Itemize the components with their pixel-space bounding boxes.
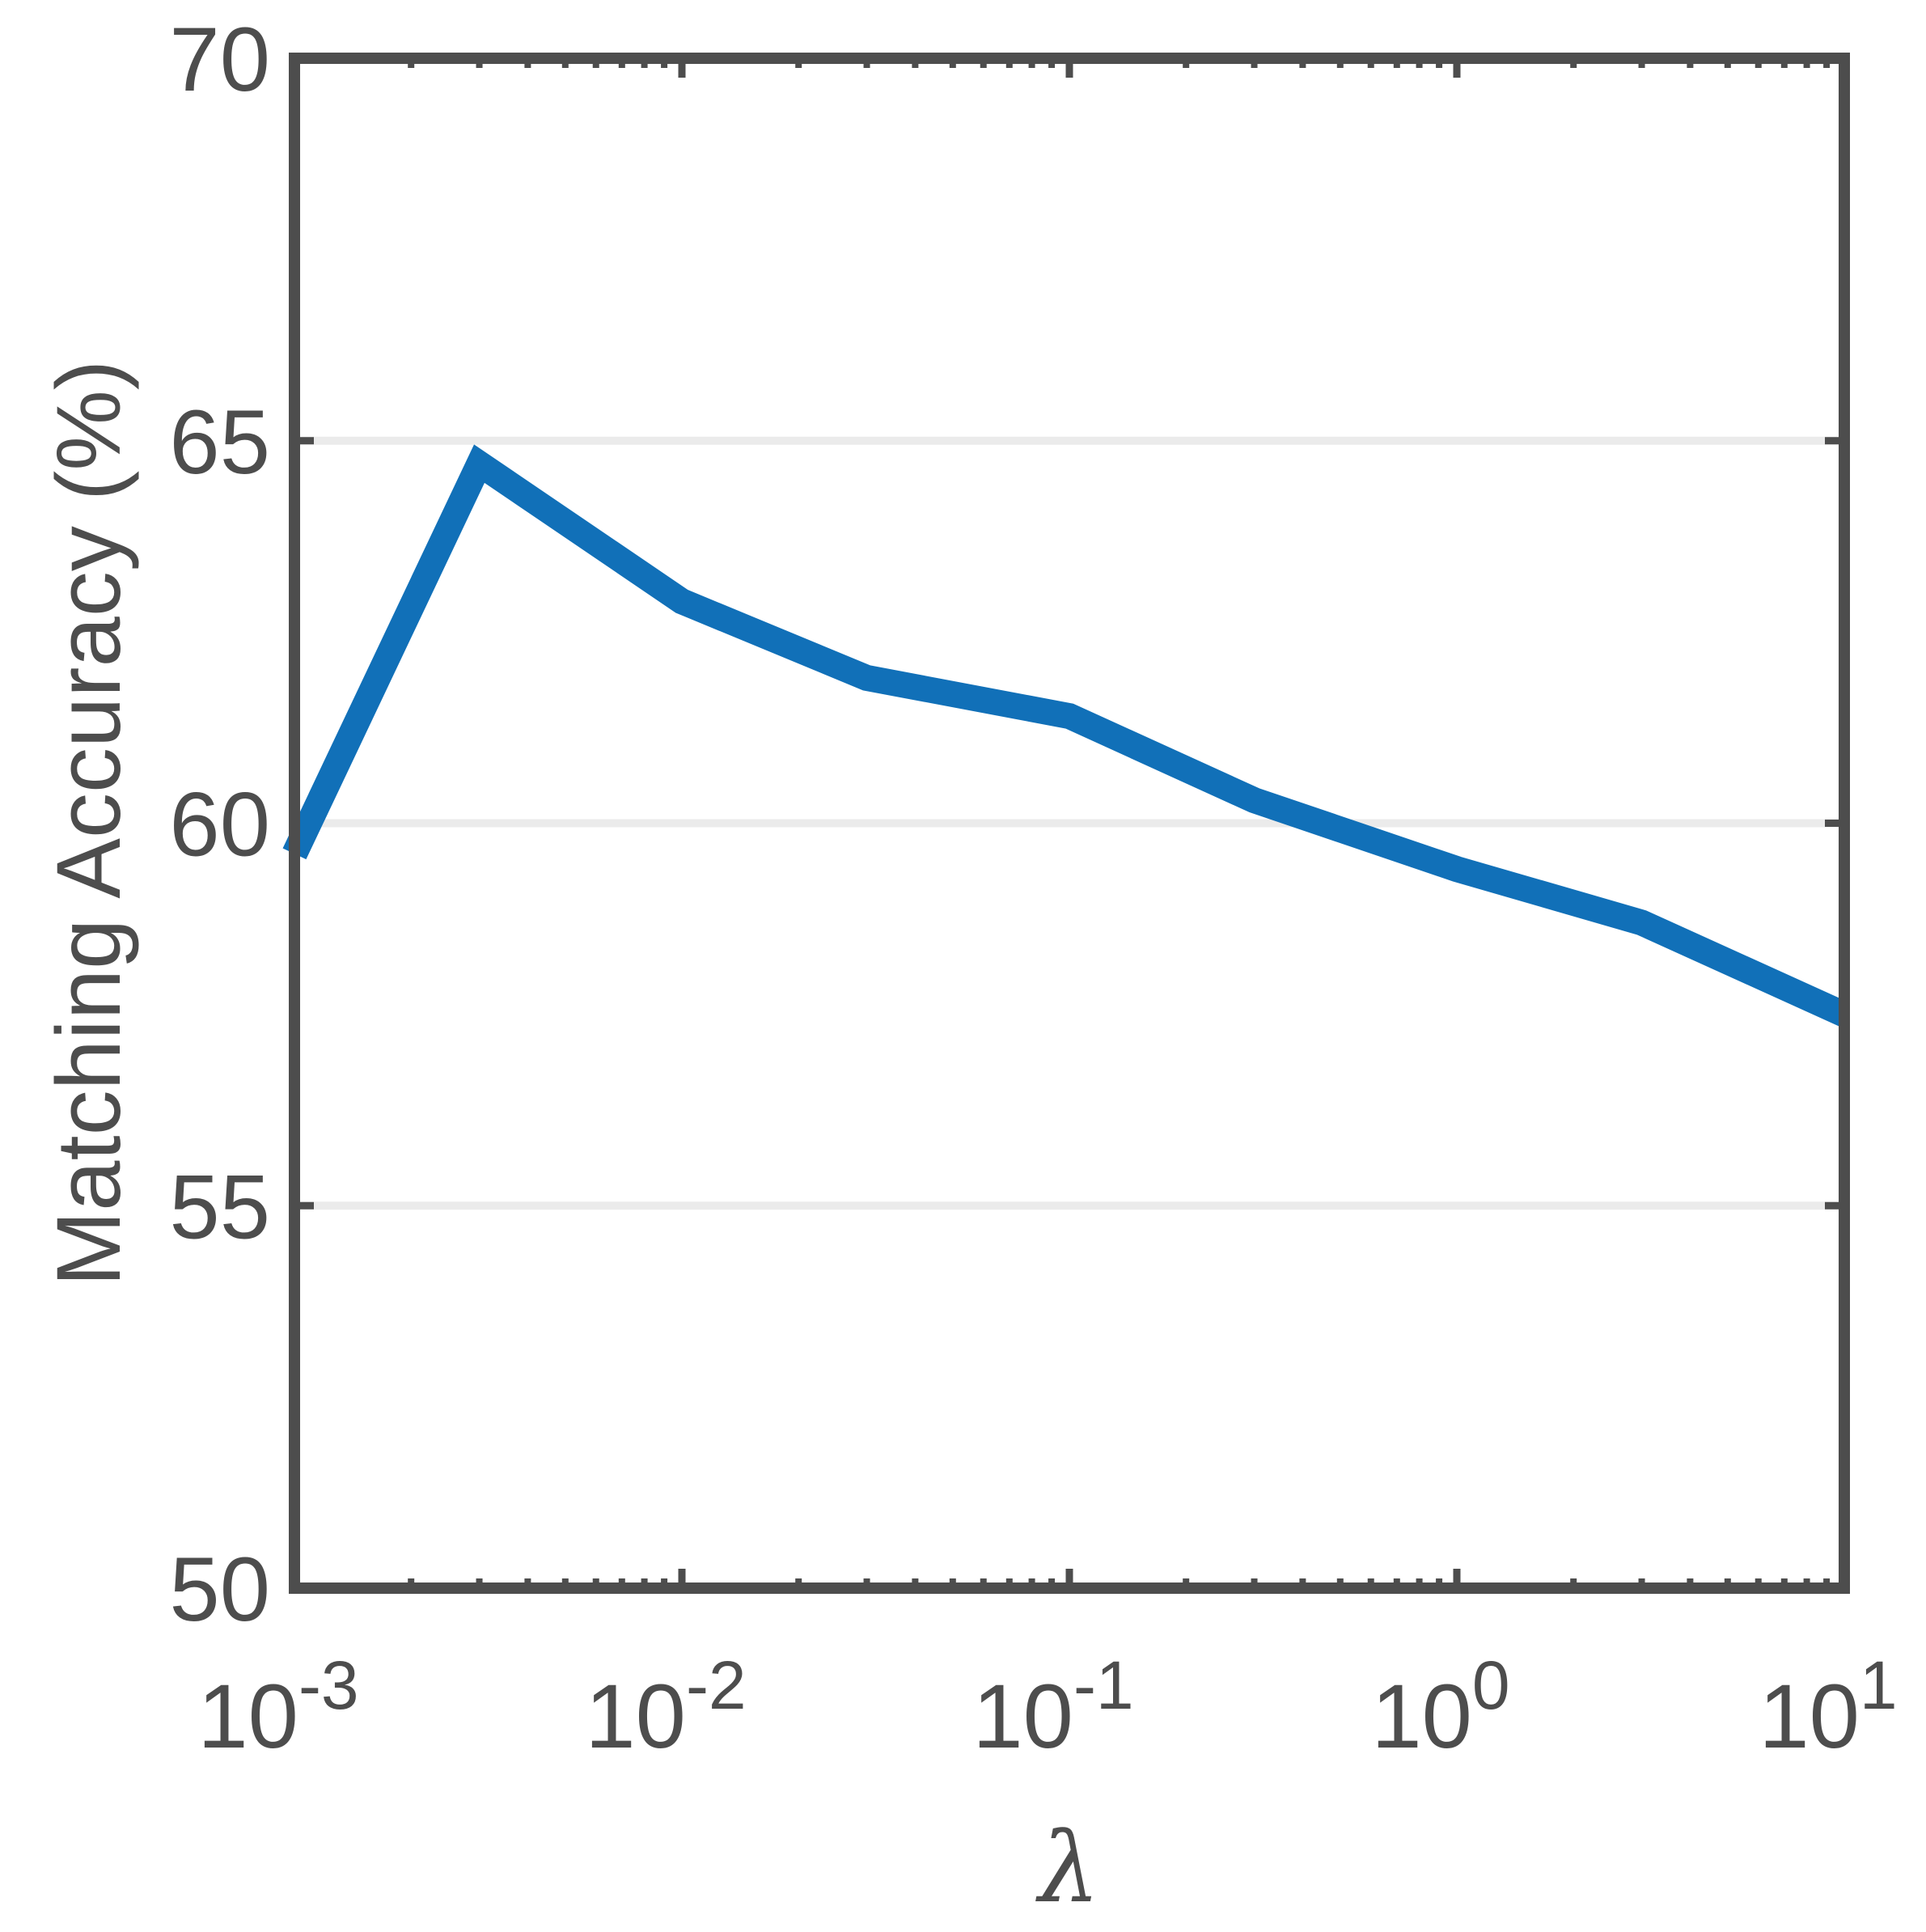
y-tick-label: 70 xyxy=(169,9,270,110)
series-layer xyxy=(282,444,1850,1027)
x-tick-label: 10-3 xyxy=(197,1647,358,1767)
y-axis-label: Matching Accuracy (%) xyxy=(38,360,139,1286)
y-tick-labels: 50 55 60 65 70 xyxy=(169,9,270,1640)
x-tick-label: 10-1 xyxy=(972,1647,1133,1767)
grid-lines xyxy=(294,436,1844,1210)
y-tick-label: 65 xyxy=(169,392,270,493)
x-tick-label: 101 xyxy=(1759,1647,1897,1767)
x-tick-label: 10-2 xyxy=(585,1647,746,1767)
x-axis-label: λ xyxy=(1035,1812,1100,1925)
y-tick-label: 50 xyxy=(169,1539,270,1640)
x-tick-label: 100 xyxy=(1371,1647,1509,1767)
x-tick-labels: 10-3 10-2 10-1 100 101 xyxy=(197,1647,1897,1767)
plot-frame xyxy=(289,53,1850,1594)
y-tick-label: 60 xyxy=(169,774,270,875)
series-line xyxy=(282,444,1850,1027)
y-tick-label: 55 xyxy=(169,1156,270,1257)
